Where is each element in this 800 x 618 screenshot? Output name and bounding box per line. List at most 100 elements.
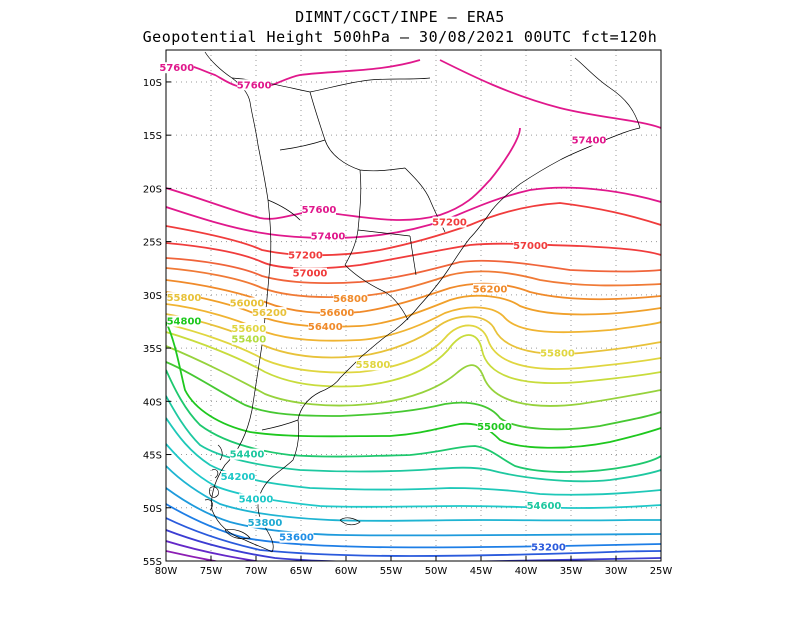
- lon-tick-label: 60W: [335, 566, 358, 577]
- contour-57000: [166, 242, 661, 270]
- contour-label: 57400: [311, 231, 346, 242]
- contour-label: 53800: [248, 518, 283, 529]
- contour-label: 57000: [513, 241, 548, 252]
- contour-55000: [166, 361, 661, 431]
- contour-56800: [166, 257, 661, 284]
- contour-label-background: [288, 249, 323, 261]
- lon-tick-label: 55W: [380, 566, 403, 577]
- contour-57600-south: [166, 127, 521, 221]
- contour-54200: [166, 417, 661, 496]
- contour-57200: [166, 202, 661, 257]
- contour-label: 57600: [237, 80, 272, 91]
- lat-tick-label: 20S: [143, 184, 162, 195]
- contour-55400: [166, 331, 661, 388]
- lat-tick-label: 25S: [143, 238, 162, 249]
- contour-label: 54000: [239, 494, 274, 505]
- contour-52800: [166, 540, 262, 561]
- contour-label-background: [356, 359, 390, 371]
- contour-label-background: [540, 347, 575, 359]
- lon-tick-label: 50W: [425, 566, 448, 577]
- contour-53400: [166, 503, 661, 549]
- contour-53200: [166, 517, 661, 557]
- contour-label: 54800: [167, 317, 202, 328]
- contour-55200: [166, 345, 661, 407]
- contour-label: 57600: [159, 63, 194, 74]
- lon-tick-label: 65W: [290, 566, 313, 577]
- map-title-line-1: DIMNT/CGCT/INPE – ERA5: [295, 8, 505, 26]
- fuegian-archipelago: [204, 444, 251, 540]
- coastlines: [204, 51, 641, 553]
- contour-56600: [166, 267, 661, 298]
- contour-label: 55800: [356, 360, 391, 371]
- contour-label-background: [248, 516, 282, 528]
- contour-52600: [166, 550, 220, 561]
- lon-tick-label: 30W: [605, 566, 628, 577]
- contour-54600: [166, 369, 661, 473]
- contour-label-background: [252, 307, 287, 319]
- map-title-line-2: Geopotential Height 500hPa – 30/08/2021 …: [142, 28, 658, 46]
- contour-53800: [166, 465, 661, 522]
- contour-label: 56000: [230, 299, 265, 310]
- contour-label: 55400: [231, 335, 266, 346]
- lon-tick-label: 40W: [515, 566, 538, 577]
- graticule: [166, 50, 661, 561]
- lat-tick-label: 30S: [143, 291, 162, 302]
- contour-label-background: [333, 293, 368, 305]
- contour-label: 56200: [473, 285, 508, 296]
- lat-tick-label: 15S: [143, 131, 162, 142]
- contour-54000: [166, 443, 661, 509]
- contour-label: 55000: [477, 422, 512, 433]
- contour-label-background: [167, 292, 201, 304]
- longitude-labels: 80W 75W 70W 65W 60W 55W 50W 45W 40W 35W 30W 25W: [155, 566, 673, 577]
- contour-label-background: [167, 315, 201, 327]
- lon-tick-label: 70W: [245, 566, 268, 577]
- contour-label: 56800: [333, 294, 368, 305]
- contour-label: 53200: [531, 542, 566, 553]
- contour-label-background: [477, 420, 512, 432]
- contour-label-background: [527, 499, 561, 511]
- contour-label: 53600: [279, 533, 314, 544]
- lon-tick-label: 25W: [650, 566, 673, 577]
- contour-label: 57200: [432, 218, 467, 229]
- country-borders: [231, 77, 446, 431]
- lat-tick-label: 45S: [143, 451, 162, 462]
- axis-ticks: [165, 81, 662, 562]
- contour-label: 54600: [527, 501, 562, 512]
- latitude-labels: 10S 15S 20S 25S 30S 35S 40S 45S 50S 55S: [143, 78, 162, 568]
- contour-label: 57600: [302, 205, 337, 216]
- contour-label: 57400: [572, 136, 607, 147]
- lat-tick-label: 50S: [143, 504, 162, 515]
- lat-tick-label: 35S: [143, 344, 162, 355]
- contour-55800: [166, 313, 661, 359]
- contour-label-background: [221, 471, 255, 483]
- lon-tick-label: 75W: [200, 566, 223, 577]
- map-frame: [165, 49, 662, 562]
- contour-label: 54400: [230, 450, 265, 461]
- contour-label: 57000: [293, 269, 328, 280]
- contour-53600: [166, 487, 661, 537]
- falkland-islands: [339, 517, 361, 526]
- lat-tick-label: 10S: [143, 78, 162, 89]
- contour-label-background: [432, 216, 467, 228]
- contour-label-background: [159, 62, 194, 74]
- contour-label-background: [311, 230, 345, 242]
- contour-label: 57200: [288, 251, 323, 262]
- contour-labels: 57600 57600 57400 57600 57400 57200 57000 57200…: [159, 62, 606, 553]
- contour-label-background: [231, 333, 266, 345]
- contour-55600: [166, 323, 661, 374]
- contour-label: 55800: [540, 349, 575, 360]
- contour-label-background: [308, 320, 343, 332]
- contour-label-background: [302, 203, 336, 215]
- contour-label-background: [531, 541, 566, 553]
- contour-57400: [166, 186, 661, 239]
- lat-tick-label: 40S: [143, 397, 162, 408]
- contour-54800: [166, 321, 661, 449]
- contour-label: 56400: [308, 322, 343, 333]
- contour-label-background: [572, 134, 606, 146]
- contour-label-background: [230, 448, 264, 460]
- lon-tick-label: 80W: [155, 566, 178, 577]
- contour-label: 55800: [167, 293, 202, 304]
- contour-label-background: [293, 267, 327, 279]
- contour-54400: [166, 395, 661, 483]
